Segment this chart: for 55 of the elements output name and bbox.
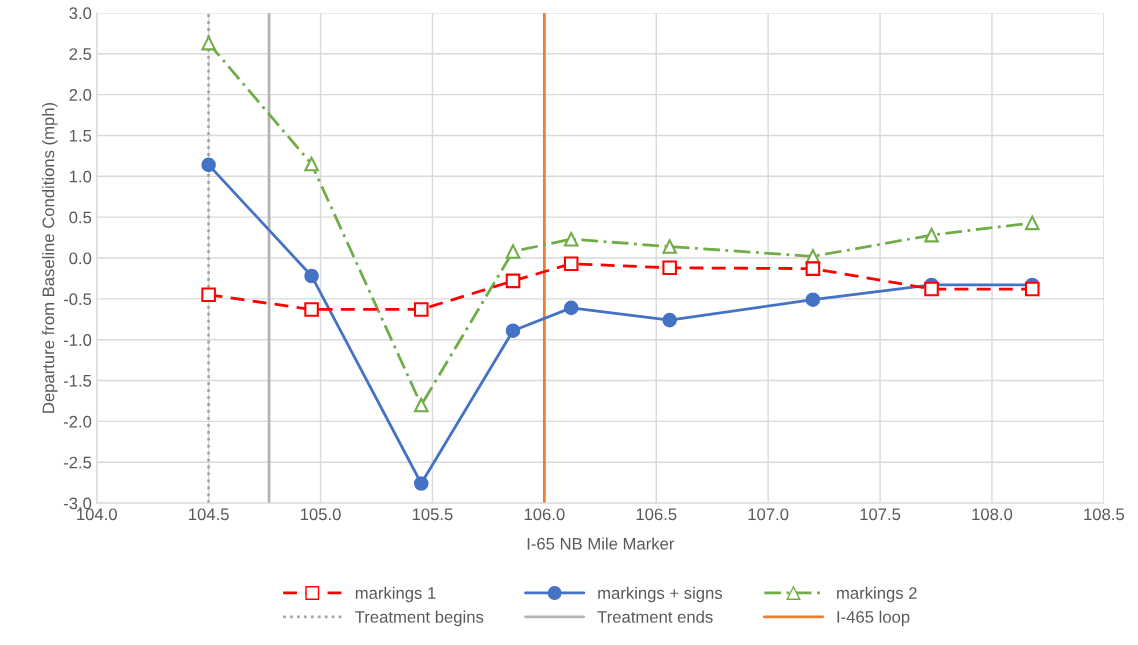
point bbox=[563, 300, 579, 316]
point bbox=[662, 260, 677, 276]
y-tick-label: -1.0 bbox=[63, 334, 92, 346]
x-tick-label: 106.0 bbox=[524, 508, 565, 521]
y-tick-label: -0.5 bbox=[63, 293, 92, 306]
y-tick-label: -2.5 bbox=[63, 456, 92, 469]
x-axis-title: I-65 NB Mile Marker bbox=[527, 537, 675, 550]
y-tick-label: 2.5 bbox=[69, 48, 92, 60]
point bbox=[805, 261, 821, 276]
legend-label: I-465 loop bbox=[837, 610, 910, 627]
y-tick-label: 2.0 bbox=[69, 89, 92, 101]
y-tick-label: 1.0 bbox=[69, 170, 92, 183]
x-tick-label: 105.5 bbox=[412, 508, 453, 521]
point bbox=[201, 157, 216, 173]
point bbox=[413, 397, 429, 413]
point bbox=[563, 256, 579, 272]
point bbox=[563, 231, 579, 247]
x-tick-label: 107.0 bbox=[748, 508, 789, 521]
y-tick-label: -3.0 bbox=[63, 497, 92, 510]
point bbox=[304, 302, 319, 317]
legend-label: markings + signs bbox=[598, 586, 723, 603]
x-tick-label: 108.5 bbox=[1084, 508, 1125, 521]
point bbox=[201, 35, 216, 51]
point bbox=[304, 268, 319, 284]
point bbox=[662, 239, 677, 254]
y-tick-label: 0.0 bbox=[69, 252, 92, 265]
legend-label: markings 2 bbox=[837, 586, 917, 603]
point bbox=[924, 227, 939, 243]
point bbox=[413, 476, 429, 491]
y-axis-title: Departure from Baseline Conditions (mph) bbox=[42, 102, 58, 413]
point bbox=[924, 281, 939, 297]
legend-label: Treatment ends bbox=[597, 610, 713, 623]
legend-label: Treatment begins bbox=[355, 610, 484, 627]
point bbox=[1024, 281, 1040, 297]
x-tick-label: 107.5 bbox=[860, 508, 901, 521]
x-tick-label: 108.0 bbox=[972, 508, 1013, 521]
y-tick-label: 1.5 bbox=[69, 130, 92, 142]
point bbox=[201, 287, 216, 303]
point bbox=[662, 312, 677, 328]
point bbox=[805, 292, 821, 307]
y-tick-label: 0.5 bbox=[69, 211, 92, 224]
point bbox=[413, 302, 429, 317]
legend-label: markings 1 bbox=[355, 586, 436, 603]
point bbox=[505, 244, 521, 259]
point bbox=[505, 273, 521, 289]
x-tick-label: 104.0 bbox=[77, 508, 117, 521]
x-tick-label: 106.5 bbox=[636, 508, 677, 521]
x-tick-label: 104.5 bbox=[189, 508, 229, 521]
y-tick-label: -1.5 bbox=[63, 375, 92, 387]
point bbox=[505, 323, 521, 338]
y-tick-label: -2.0 bbox=[63, 415, 92, 428]
point bbox=[1024, 215, 1040, 231]
point bbox=[304, 156, 319, 172]
y-tick-label: 3.0 bbox=[69, 7, 92, 20]
x-tick-label: 105.0 bbox=[300, 508, 341, 521]
